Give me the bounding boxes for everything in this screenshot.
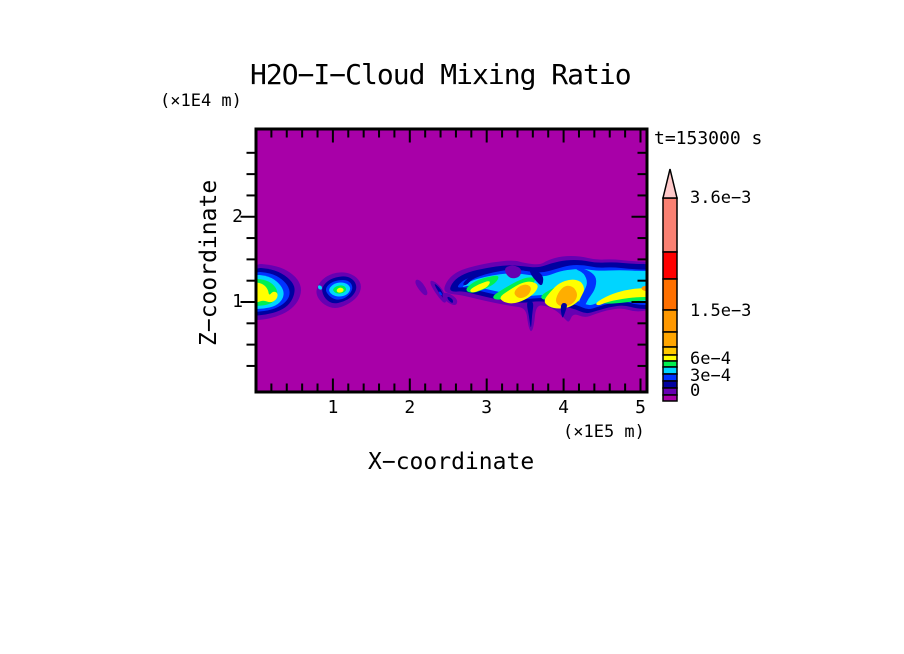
colorbar-segment (662, 331, 678, 348)
colorbar-segment (662, 278, 678, 311)
contour-region-or (514, 284, 531, 298)
x-tick-label: 5 (635, 397, 646, 418)
contour-region-bl (576, 267, 597, 307)
colorbar-arrow-tip (662, 168, 678, 199)
contour-region-pu (505, 265, 522, 279)
colorbar-tick-label: 3e−4 (690, 366, 731, 386)
z-tick-label: 2 (232, 205, 243, 227)
contour-region-bl (439, 291, 442, 296)
colorbar-segment (662, 394, 678, 402)
time-label: t=153000 s (654, 128, 763, 149)
colorbar-segment (662, 360, 678, 368)
contour-region-ye (470, 281, 490, 293)
cloud-field (256, 256, 647, 332)
colorbar-segment (662, 380, 678, 389)
plot-frame (254, 127, 649, 394)
colorbar-segment (662, 354, 678, 362)
x-tick-label: 4 (558, 397, 570, 418)
x-tick-label: 3 (481, 397, 493, 418)
z-axis-unit-label: (×1E4 m) (160, 91, 242, 111)
x-axis-unit-label: (×1E5 m) (563, 422, 645, 442)
contour-region-nv (560, 303, 567, 318)
colorbar-segment (662, 309, 678, 333)
contour-region-nv (447, 296, 453, 303)
contour-region-pu (415, 279, 428, 296)
colorbar-tick-label: 1.5e−3 (690, 301, 752, 321)
colorbar-segment (662, 387, 678, 396)
colorbar-segment (662, 366, 678, 375)
contour-region-ye (596, 288, 647, 306)
contour-region-nv (529, 269, 544, 286)
contour-region-cy (318, 285, 322, 290)
contour-region-ye (256, 282, 278, 303)
colorbar-segment (662, 197, 678, 253)
colorbar-segment (662, 373, 678, 382)
colorbar-tick-label: 0 (690, 381, 701, 401)
x-axis-label: X−coordinate (368, 449, 535, 475)
colorbar (662, 168, 678, 402)
z-tick-label: 1 (232, 291, 243, 312)
colorbar-tick-label: 6e−4 (690, 349, 731, 369)
colorbar-segment (662, 346, 678, 356)
axis-ticks (240, 130, 646, 391)
colorbar-tick-label: 3.6e−3 (690, 188, 752, 208)
contour-region-nv (527, 301, 534, 328)
x-tick-label: 2 (404, 397, 416, 418)
x-tick-label: 1 (327, 397, 339, 418)
contour-region-ye (336, 287, 344, 293)
contour-region-pu (430, 280, 447, 303)
colorbar-segment (662, 251, 678, 280)
contour-region-or (556, 285, 577, 307)
chart-title: H2O−I−Cloud Mixing Ratio (250, 58, 632, 91)
